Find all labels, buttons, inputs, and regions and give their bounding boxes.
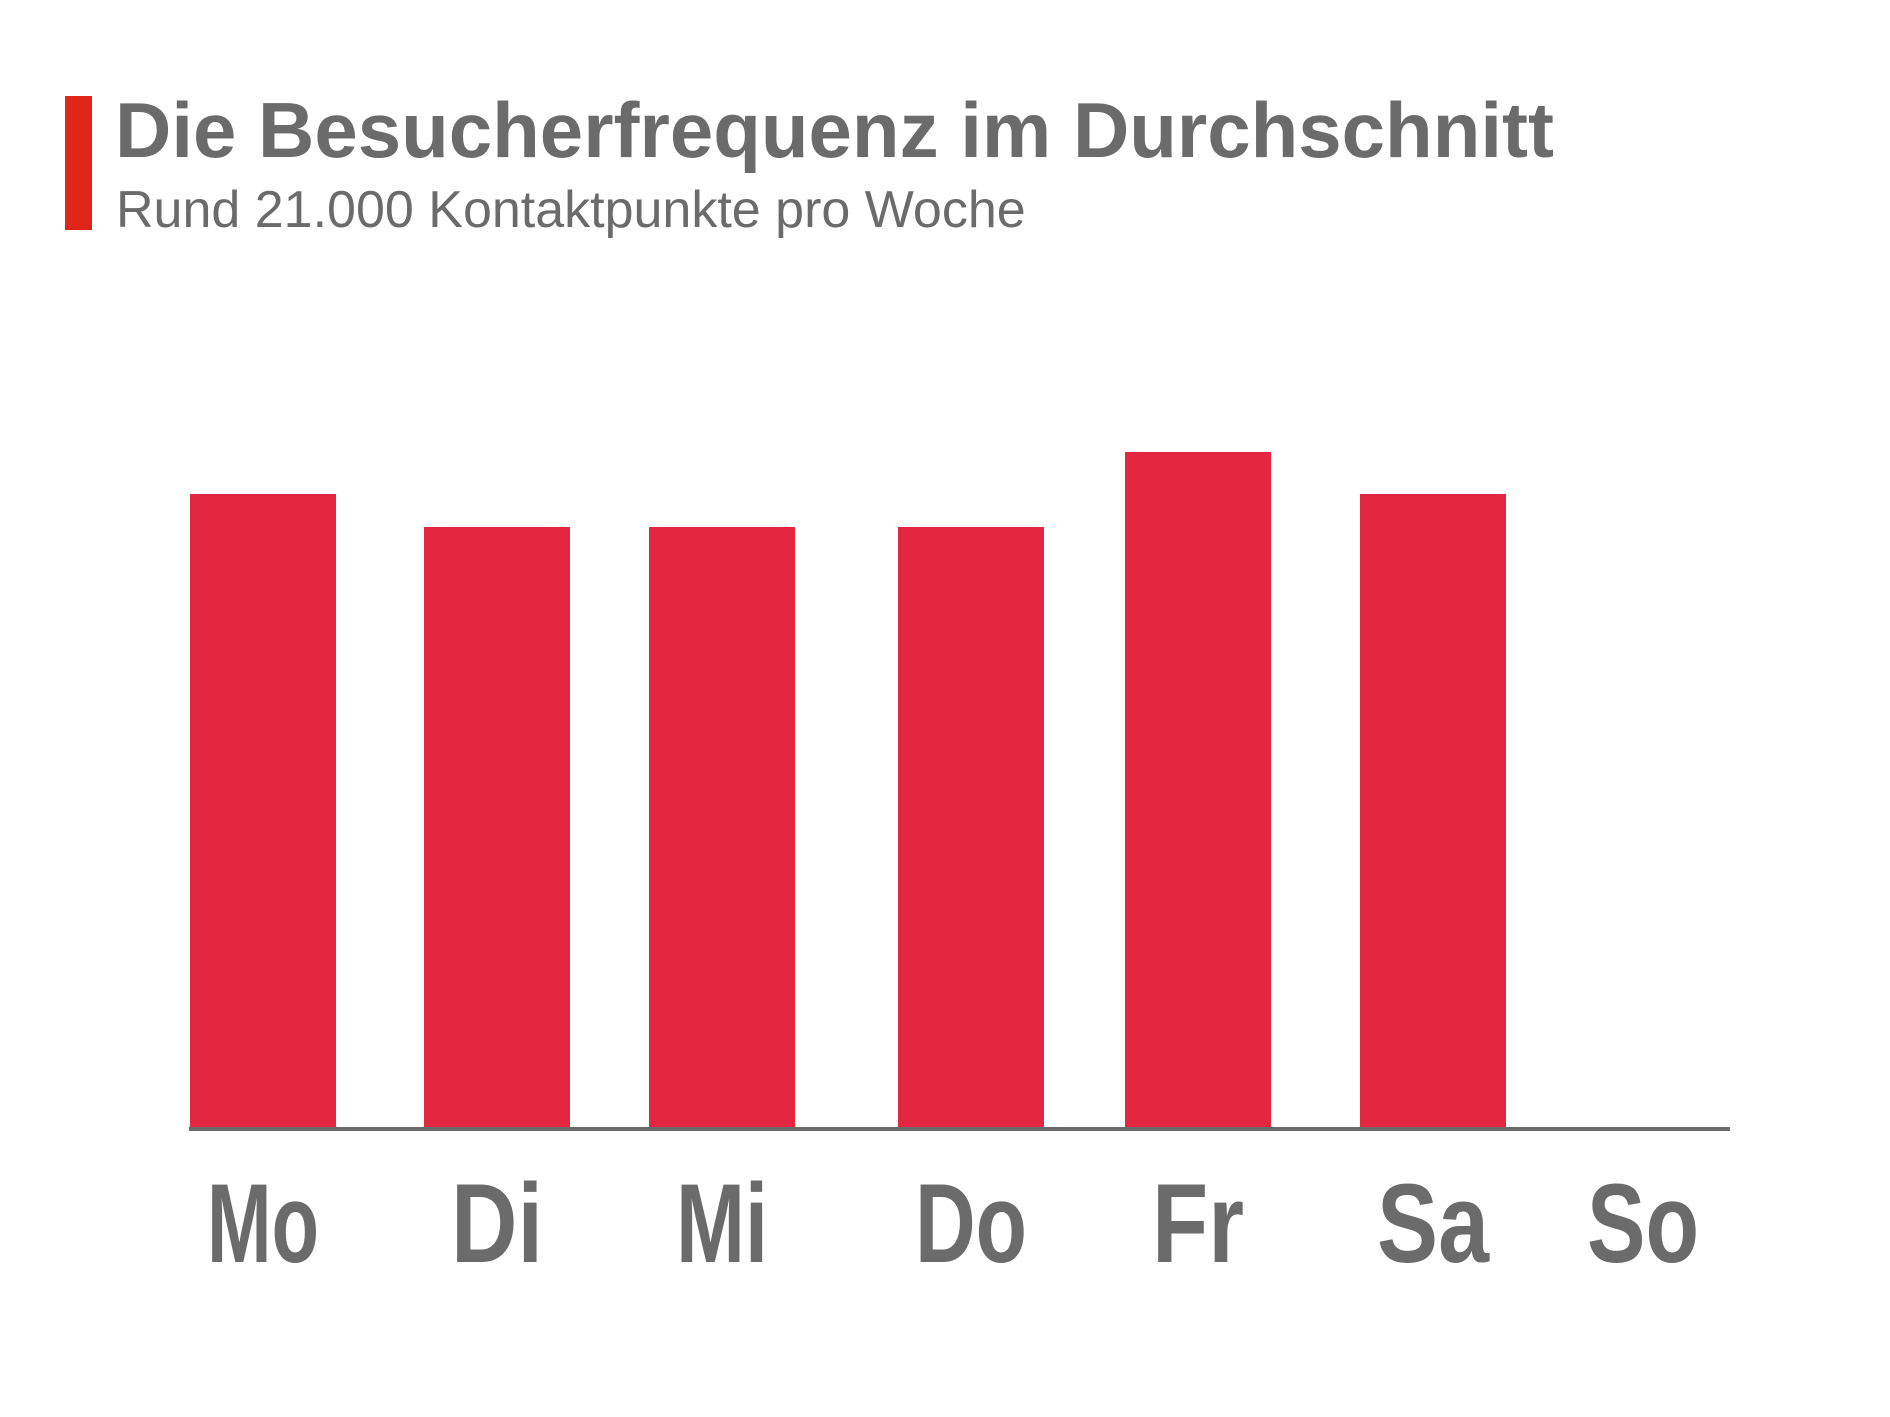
bar-di [424, 527, 570, 1127]
x-tick-label-fr: Fr [1152, 1161, 1244, 1286]
bar-do [898, 527, 1044, 1127]
bar-mo [190, 494, 336, 1127]
x-tick-label-di: Di [451, 1161, 543, 1286]
bar-sa [1360, 494, 1506, 1127]
bars-group [190, 452, 1506, 1127]
x-tick-label-mi: Mi [676, 1161, 768, 1286]
title-accent-bar [65, 96, 92, 230]
chart-subtitle: Rund 21.000 Kontaktpunkte pro Woche [116, 181, 1026, 239]
x-tick-label-mo: Mo [207, 1161, 319, 1286]
x-tick-label-do: Do [915, 1161, 1027, 1286]
chart-title: Die Besucherfrequenz im Durchschnitt [115, 86, 1554, 174]
x-tick-label-so: So [1587, 1161, 1699, 1286]
x-tick-labels: Mo Di Mi Do Fr Sa So [207, 1161, 1699, 1286]
bar-mi [649, 527, 795, 1127]
x-tick-label-sa: Sa [1377, 1161, 1490, 1286]
bar-fr [1125, 452, 1271, 1127]
